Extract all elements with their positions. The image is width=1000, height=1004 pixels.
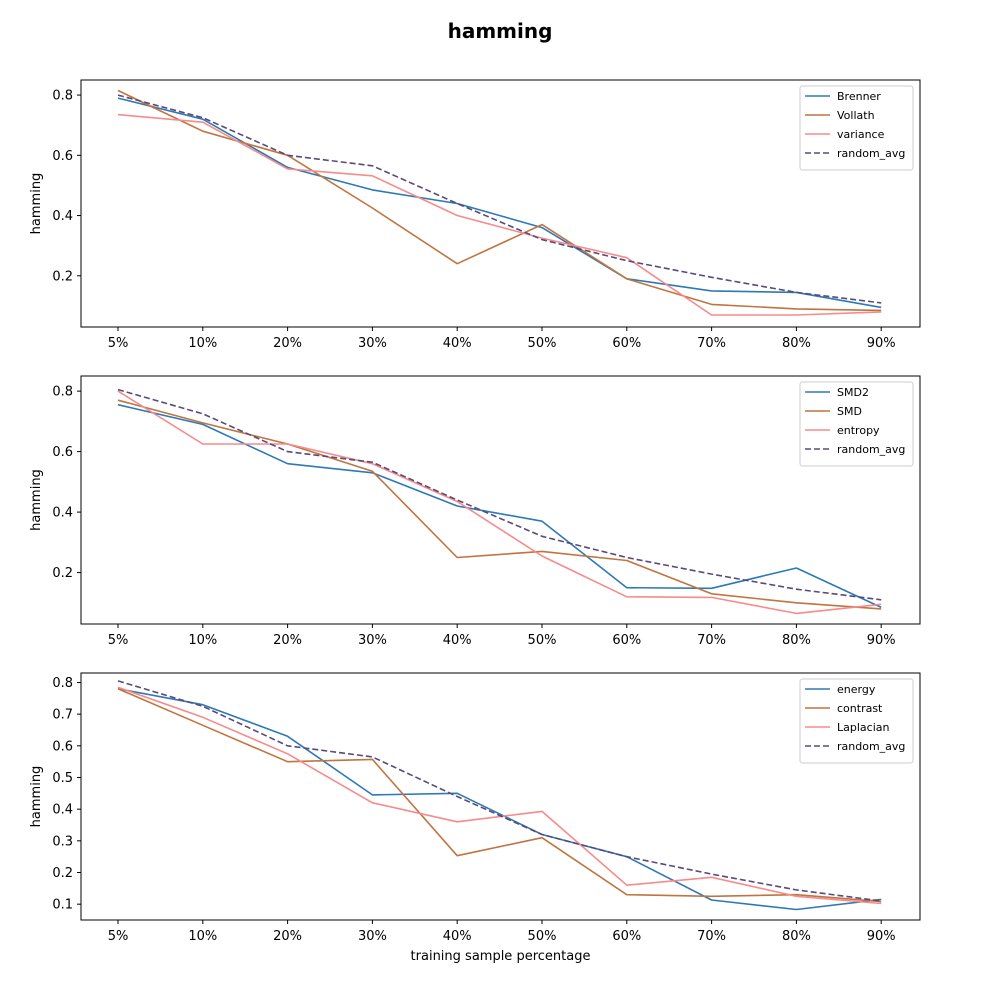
x-tick-label: 5% [108,633,129,648]
plot-frame [80,375,921,625]
legend-box [799,381,914,467]
series-line-variance [117,113,882,316]
x-tick-label: 20% [273,929,302,944]
x-tick-label: 10% [188,633,217,648]
x-tick-label: 40% [443,929,472,944]
legend-label: random_avg [837,443,905,456]
legend-label: Brenner [837,90,881,103]
series-line-random_avg [117,94,882,304]
y-tick-label: 0.6 [52,445,73,460]
legend-box [799,678,914,764]
y-tick-label: 0.8 [52,89,73,104]
legend-label: random_avg [837,147,905,160]
y-tick-label: 0.8 [52,676,73,691]
subplots: 5% 10% 20% 30% 40% 50% 60% 70% 80% 90% 0.2 0.4 0.6 0.… [29,79,921,964]
x-tick-label: 80% [782,336,811,351]
series-line-energy [117,688,882,911]
series-line-contrast [117,688,882,903]
legend: energy contrast Laplacian random_avg [799,678,914,764]
x-tick-label: 50% [528,929,557,944]
x-tick-label: 70% [697,633,726,648]
legend-label: energy [837,683,876,696]
legend-label: Laplacian [837,721,889,734]
x-tick-label: 60% [612,929,641,944]
subplot-1: 5% 10% 20% 30% 40% 50% 60% 70% 80% 90% 0.2 0.4 0.6 0.… [29,79,921,351]
series-line-entropy [117,390,882,615]
y-tick-label: 0.4 [52,506,73,521]
x-tick-label: 30% [358,929,387,944]
x-tick-label: 10% [188,336,217,351]
y-tick-label: 0.4 [52,803,73,818]
series-line-SMD2 [117,403,882,609]
series-line-SMD [117,399,882,610]
legend: Brenner Vollath variance random_avg [799,85,914,171]
plot-frame [80,79,921,328]
plot-frame [80,672,921,921]
legend-label: contrast [837,702,883,715]
y-axis-label: hamming [29,469,44,531]
y-axis-label: hamming [29,766,44,828]
x-tick-label: 80% [782,929,811,944]
x-tick-label: 90% [867,336,896,351]
legend-label: SMD2 [837,386,869,399]
figure-title: hamming [448,19,553,43]
series-line-random_avg [117,680,882,902]
y-tick-label: 0.6 [52,739,73,754]
subplot-3: 5% 10% 20% 30% 40% 50% 60% 70% 80% 90% 0.1 0.2 0.3 0.… [29,672,921,964]
legend: SMD2 SMD entropy random_avg [799,381,914,467]
x-tick-label: 50% [528,336,557,351]
y-tick-label: 0.7 [52,708,73,723]
x-tick-label: 40% [443,336,472,351]
x-tick-label: 90% [867,929,896,944]
y-tick-label: 0.2 [52,566,73,581]
x-tick-label: 50% [528,633,557,648]
x-tick-label: 5% [108,929,129,944]
x-tick-label: 90% [867,633,896,648]
x-tick-label: 70% [697,929,726,944]
y-tick-label: 0.6 [52,149,73,164]
y-tick-label: 0.1 [52,898,73,913]
x-tick-label: 5% [108,336,129,351]
x-tick-label: 10% [188,929,217,944]
y-tick-label: 0.2 [52,269,73,284]
y-tick-label: 0.5 [52,771,73,786]
series-line-Vollath [117,89,882,312]
x-tick-label: 80% [782,633,811,648]
series-line-Brenner [117,97,882,309]
legend-label: variance [837,128,885,141]
series-line-random_avg [117,388,882,601]
x-tick-label: 60% [612,633,641,648]
x-axis-label: training sample percentage [411,949,591,964]
legend-box [799,85,914,171]
legend-label: random_avg [837,740,905,753]
x-tick-label: 60% [612,336,641,351]
legend-label: SMD [837,405,862,418]
y-tick-label: 0.2 [52,866,73,881]
subplot-2: 5% 10% 20% 30% 40% 50% 60% 70% 80% 90% 0.2 0.4 0.6 0.… [29,375,921,648]
y-tick-label: 0.3 [52,834,73,849]
x-tick-label: 30% [358,336,387,351]
legend-label: Vollath [837,109,875,122]
x-tick-label: 20% [273,633,302,648]
y-tick-label: 0.8 [52,385,73,400]
series-line-Laplacian [117,686,882,905]
y-axis-label: hamming [29,173,44,235]
legend-label: entropy [837,424,880,437]
x-tick-label: 70% [697,336,726,351]
x-tick-label: 40% [443,633,472,648]
x-tick-label: 20% [273,336,302,351]
x-tick-label: 30% [358,633,387,648]
y-tick-label: 0.4 [52,209,73,224]
